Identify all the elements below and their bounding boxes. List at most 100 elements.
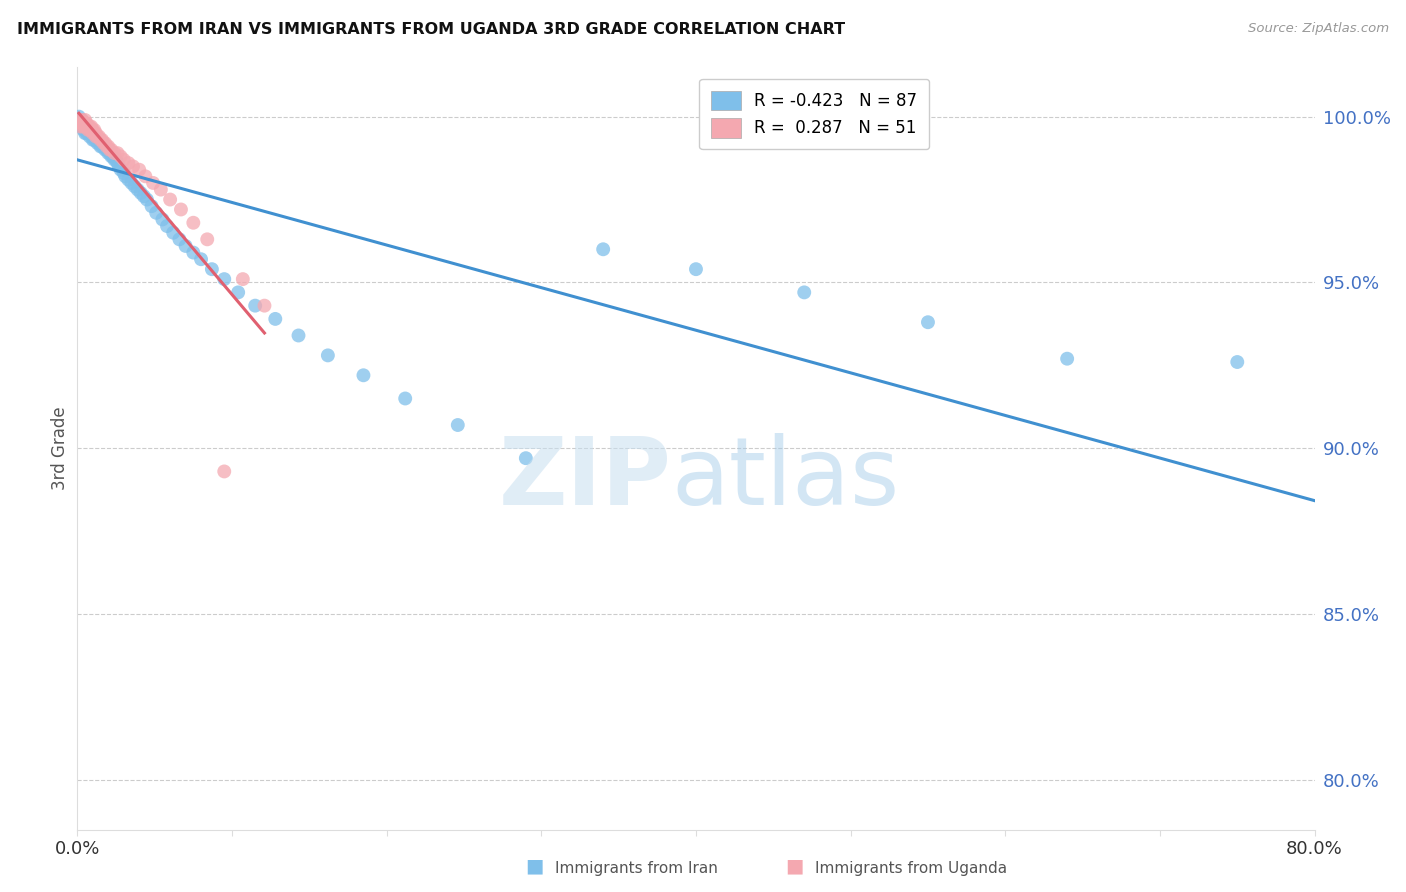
Text: IMMIGRANTS FROM IRAN VS IMMIGRANTS FROM UGANDA 3RD GRADE CORRELATION CHART: IMMIGRANTS FROM IRAN VS IMMIGRANTS FROM … bbox=[17, 22, 845, 37]
Point bbox=[110, 149, 132, 163]
Point bbox=[97, 146, 120, 161]
Point bbox=[101, 149, 124, 163]
Point bbox=[128, 162, 150, 177]
Text: Immigrants from Iran: Immigrants from Iran bbox=[555, 861, 718, 876]
Point bbox=[80, 120, 103, 134]
Point bbox=[190, 252, 212, 267]
Point bbox=[107, 146, 129, 161]
Point bbox=[117, 172, 139, 186]
Point bbox=[83, 129, 105, 144]
Point bbox=[90, 133, 111, 147]
Text: Immigrants from Uganda: Immigrants from Uganda bbox=[815, 861, 1008, 876]
Point bbox=[90, 136, 111, 150]
Point bbox=[83, 133, 105, 147]
Point bbox=[75, 126, 96, 140]
Point bbox=[76, 126, 98, 140]
Point bbox=[75, 120, 96, 134]
Point bbox=[195, 232, 218, 246]
Text: ZIP: ZIP bbox=[498, 433, 671, 524]
Point bbox=[91, 136, 114, 150]
Point bbox=[136, 193, 159, 207]
Point bbox=[93, 136, 115, 150]
Point bbox=[103, 153, 125, 167]
Point bbox=[72, 123, 94, 137]
Point bbox=[1226, 355, 1249, 369]
Point bbox=[76, 120, 98, 134]
Point bbox=[245, 299, 267, 313]
Point bbox=[72, 116, 94, 130]
Point bbox=[90, 139, 111, 153]
Point bbox=[80, 123, 103, 137]
Point bbox=[1056, 351, 1078, 366]
Point bbox=[87, 129, 110, 144]
Point bbox=[72, 120, 94, 134]
Point bbox=[83, 126, 105, 140]
Point bbox=[145, 206, 167, 220]
Point bbox=[79, 126, 101, 140]
Text: atlas: atlas bbox=[671, 433, 900, 524]
Point bbox=[152, 212, 174, 227]
Point bbox=[114, 169, 136, 184]
Point bbox=[162, 226, 184, 240]
Point bbox=[70, 116, 93, 130]
Point bbox=[76, 123, 98, 137]
Point bbox=[134, 169, 156, 184]
Point bbox=[107, 156, 129, 170]
Point bbox=[132, 189, 155, 203]
Point bbox=[108, 160, 131, 174]
Point bbox=[67, 112, 90, 127]
Point bbox=[103, 146, 125, 161]
Point bbox=[183, 216, 205, 230]
Point bbox=[80, 126, 103, 140]
Point bbox=[72, 116, 94, 130]
Point bbox=[86, 129, 108, 144]
Point bbox=[76, 120, 98, 134]
Point bbox=[75, 116, 96, 130]
Point bbox=[86, 133, 108, 147]
Point bbox=[110, 162, 132, 177]
Point bbox=[685, 262, 707, 277]
Point bbox=[76, 116, 98, 130]
Point bbox=[91, 139, 114, 153]
Point bbox=[75, 123, 96, 137]
Point bbox=[82, 123, 104, 137]
Point bbox=[70, 116, 93, 130]
Point bbox=[793, 285, 815, 300]
Point bbox=[75, 116, 96, 130]
Point bbox=[84, 129, 107, 144]
Point bbox=[79, 120, 101, 134]
Point bbox=[80, 123, 103, 137]
Point bbox=[69, 112, 91, 127]
Point bbox=[129, 186, 152, 200]
Text: Source: ZipAtlas.com: Source: ZipAtlas.com bbox=[1249, 22, 1389, 36]
Point bbox=[77, 123, 100, 137]
Point bbox=[83, 123, 105, 137]
Point bbox=[86, 136, 108, 150]
Point bbox=[105, 153, 127, 167]
Point bbox=[79, 129, 101, 144]
Point bbox=[112, 166, 135, 180]
Point bbox=[394, 392, 416, 406]
Point bbox=[97, 139, 120, 153]
Point bbox=[226, 285, 249, 300]
Point bbox=[917, 315, 939, 329]
Point bbox=[77, 120, 100, 134]
Point bbox=[79, 123, 101, 137]
Point bbox=[447, 417, 470, 432]
Point bbox=[67, 110, 90, 124]
Point bbox=[149, 183, 172, 197]
Point bbox=[70, 112, 93, 127]
Point bbox=[169, 232, 191, 246]
Point bbox=[174, 239, 197, 253]
Point bbox=[264, 312, 287, 326]
Point bbox=[84, 126, 107, 140]
Point bbox=[141, 199, 163, 213]
Text: ■: ■ bbox=[524, 857, 544, 876]
Point bbox=[87, 136, 110, 150]
Point bbox=[87, 133, 110, 147]
Point bbox=[201, 262, 224, 277]
Point bbox=[316, 348, 339, 362]
Point bbox=[70, 112, 93, 127]
Point bbox=[82, 133, 104, 147]
Point bbox=[91, 133, 114, 147]
